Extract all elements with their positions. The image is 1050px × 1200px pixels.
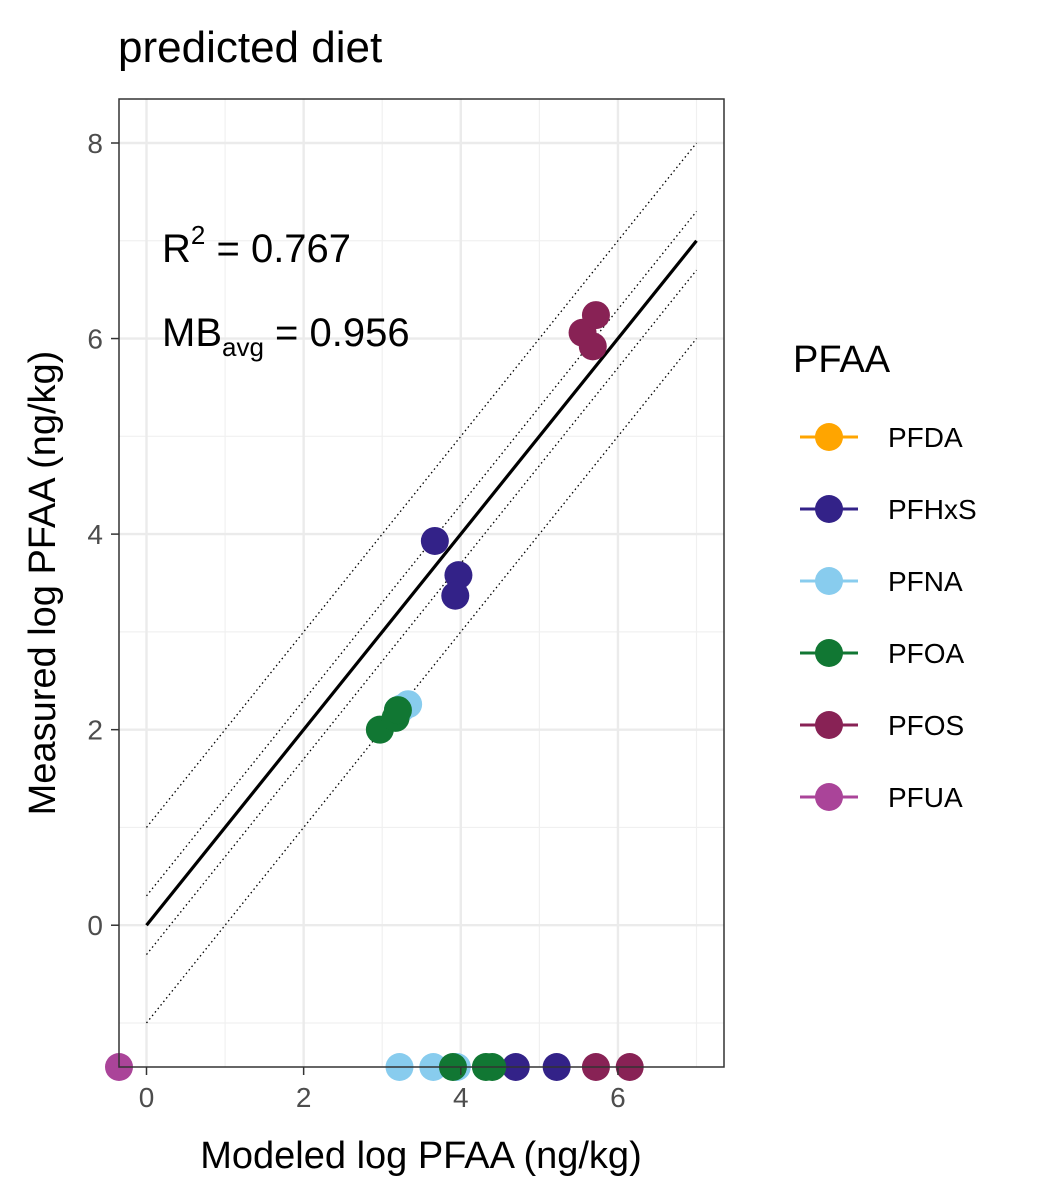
data-point-pfhxs [441, 581, 470, 610]
reference-lines [145, 142, 698, 1024]
y-tick-label: 4 [87, 519, 103, 550]
legend-key-point [815, 495, 843, 523]
legend-key-point [815, 783, 843, 811]
y-tick-label: 2 [87, 715, 103, 746]
legend-label-pfos: PFOS [888, 710, 964, 741]
mb-value: = 0.956 [264, 311, 410, 355]
data-point-pfos [581, 301, 610, 330]
data-point-pfhxs [444, 561, 473, 590]
r2-value: = 0.767 [205, 227, 351, 271]
legend-key-point [815, 423, 843, 451]
legend-key-point [815, 711, 843, 739]
legend-label-pfna: PFNA [888, 566, 963, 597]
r2-superscript: 2 [191, 220, 205, 250]
y-axis-title: Measured log PFAA (ng/kg) [22, 351, 64, 816]
x-axis-title: Modeled log PFAA (ng/kg) [200, 1135, 641, 1177]
r2-base: R [162, 227, 191, 271]
legend-label-pfda: PFDA [888, 422, 963, 453]
plot-border [118, 98, 725, 1068]
x-tick-label: 0 [139, 1082, 155, 1113]
axis-ticks: 0 2 4 6 0 2 4 6 8 [87, 128, 625, 1113]
data-point-pfoa [383, 696, 412, 725]
legend-key-point [815, 639, 843, 667]
mb-annotation: MBavg = 0.956 [162, 311, 410, 362]
identity-line [145, 239, 698, 927]
legend-label-pfhxs: PFHxS [888, 494, 977, 525]
r2-annotation: R2 = 0.767 [162, 220, 351, 271]
legend-key-point [815, 567, 843, 595]
y-tick-label: 6 [87, 324, 103, 355]
legend-label-pfoa: PFOA [888, 638, 965, 669]
data-point-pfos [578, 332, 607, 361]
y-tick-label: 0 [87, 910, 103, 941]
chart-title: predicted diet [118, 23, 382, 72]
mb-base: MB [162, 311, 222, 355]
legend-label-pfua: PFUA [888, 782, 963, 813]
y-tick-label: 8 [87, 128, 103, 159]
x-tick-label: 4 [453, 1082, 469, 1113]
mb-subscript: avg [222, 332, 264, 362]
grid [119, 99, 724, 1067]
legend: PFAA PFDA PFHxS PFNA PFOA PFOS PFUA [793, 339, 977, 813]
x-tick-label: 6 [610, 1082, 626, 1113]
legend-title: PFAA [793, 339, 891, 381]
data-point-pfhxs [420, 526, 449, 555]
x-tick-label: 2 [296, 1082, 312, 1113]
